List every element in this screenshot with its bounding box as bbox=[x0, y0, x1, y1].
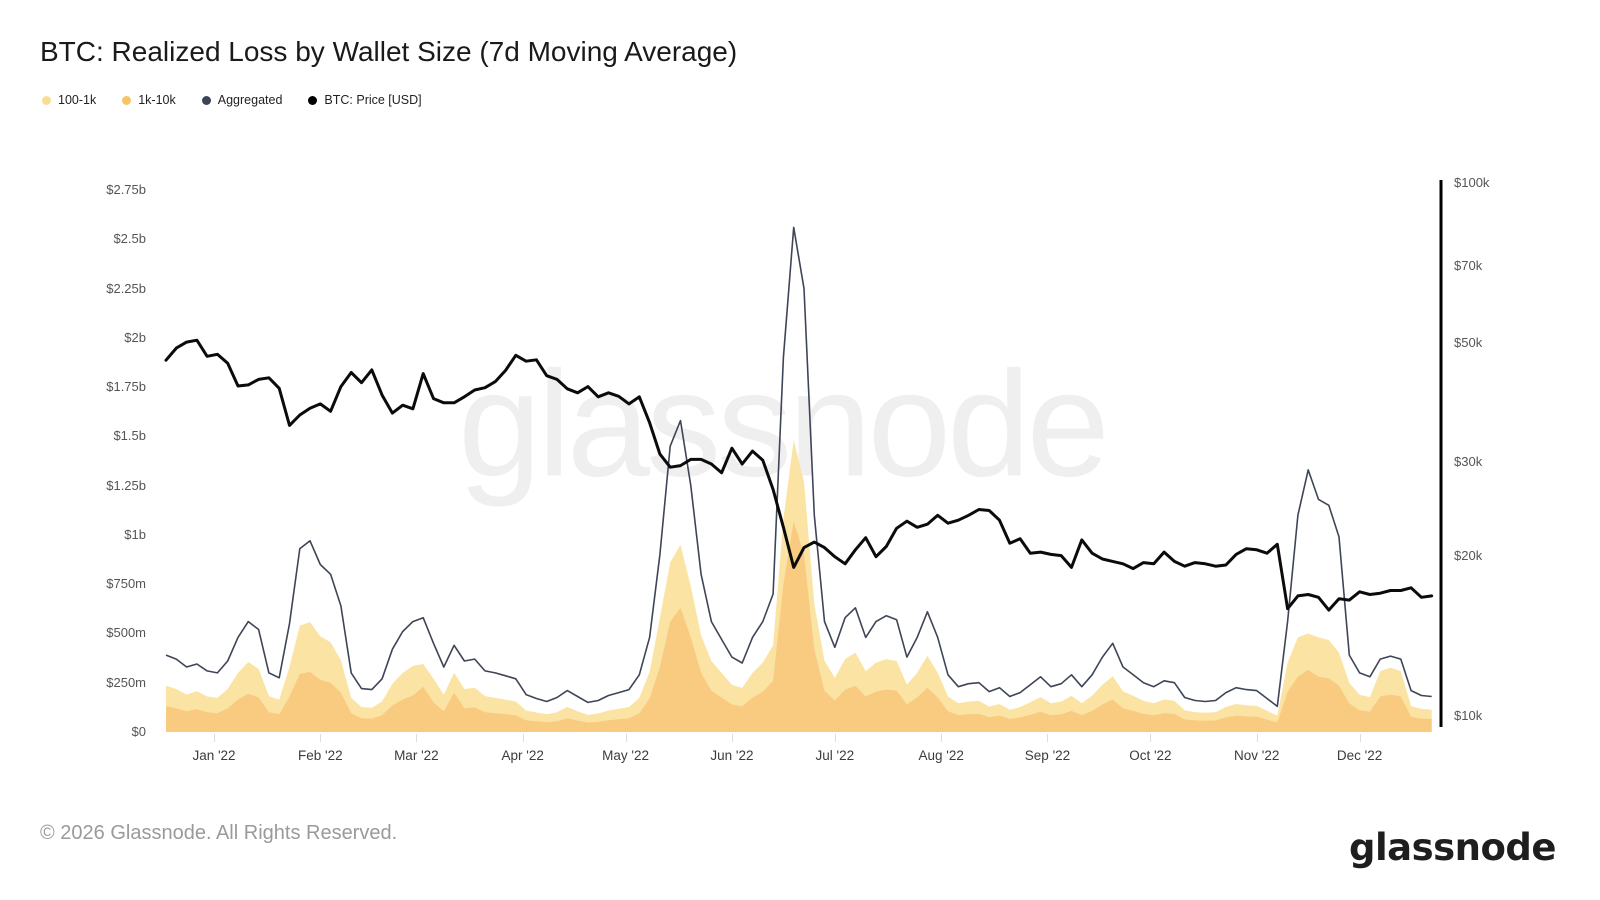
legend-item-btc-price[interactable]: BTC: Price [USD] bbox=[308, 93, 422, 107]
left-axis-tick-label: $500m bbox=[106, 625, 146, 641]
left-axis-tick-label: $1.75b bbox=[106, 379, 146, 395]
right-axis-tick-label: $10k bbox=[1454, 708, 1483, 723]
x-axis-month-label: Aug '22 bbox=[918, 748, 964, 763]
left-axis-tick-label: $2.25b bbox=[106, 280, 146, 296]
glassnode-logo: glassnode bbox=[1348, 826, 1557, 869]
x-axis-tick bbox=[834, 734, 836, 742]
left-axis-tick-label: $2.75b bbox=[106, 182, 146, 197]
copyright-text: © 2026 Glassnode. All Rights Reserved. bbox=[40, 822, 398, 844]
x-axis-tick bbox=[1150, 734, 1152, 742]
x-axis-tick bbox=[1256, 734, 1258, 742]
x-axis-month-label: May '22 bbox=[602, 748, 650, 763]
left-axis-tick-label: $1.25b bbox=[106, 477, 146, 493]
x-axis-month-label: Nov '22 bbox=[1234, 748, 1280, 763]
x-axis-month-label: Feb '22 bbox=[298, 748, 343, 763]
x-axis-month-label: Sep '22 bbox=[1024, 748, 1071, 763]
x-axis-month-label: Oct '22 bbox=[1129, 748, 1172, 763]
line-aggregated bbox=[165, 226, 1432, 708]
left-axis-tick-label: $2.5b bbox=[113, 231, 146, 247]
right-axis-tick-label: $30k bbox=[1454, 453, 1483, 469]
left-axis-tick-label: $250m bbox=[106, 674, 146, 690]
x-axis-tick bbox=[522, 734, 524, 742]
legend-item-1k-10k[interactable]: 1k-10k bbox=[122, 93, 176, 107]
legend-dot-100-1k bbox=[42, 95, 51, 105]
x-axis-tick bbox=[1359, 734, 1361, 742]
chart-legend: 100-1k 1k-10k Aggregated BTC: Price [USD] bbox=[42, 93, 422, 107]
legend-dot-btc-price bbox=[308, 95, 318, 105]
left-axis-tick-label: $1b bbox=[124, 526, 146, 542]
x-axis-tick bbox=[941, 734, 943, 742]
legend-item-aggregated[interactable]: Aggregated bbox=[201, 93, 283, 107]
legend-label-100-1k: 100-1k bbox=[58, 93, 97, 107]
legend-label-1k-10k: 1k-10k bbox=[138, 93, 176, 107]
left-axis-tick-label: $750m bbox=[106, 576, 146, 592]
x-axis-tick bbox=[1047, 734, 1049, 742]
x-axis-tick bbox=[625, 734, 627, 742]
legend-dot-1k-10k bbox=[122, 95, 132, 105]
x-axis-tick bbox=[320, 734, 322, 742]
legend-dot-aggregated bbox=[201, 95, 211, 105]
left-axis-tick-label: $2b bbox=[124, 329, 146, 345]
x-axis-month-label: Jan '22 bbox=[192, 748, 236, 763]
x-axis-month-label: Mar '22 bbox=[394, 748, 439, 763]
legend-label-aggregated: Aggregated bbox=[217, 93, 283, 107]
x-axis-tick bbox=[731, 734, 733, 742]
right-axis-tick-label: $50k bbox=[1454, 335, 1483, 351]
legend-label-btc-price: BTC: Price [USD] bbox=[324, 93, 422, 107]
x-axis-month-label: Jul '22 bbox=[815, 748, 855, 763]
area-1k-10k bbox=[166, 521, 1432, 732]
left-axis-tick-label: $1.5b bbox=[113, 428, 146, 444]
left-axis-tick-label: $0 bbox=[131, 724, 146, 739]
right-axis-tick-label: $70k bbox=[1454, 257, 1483, 273]
x-axis-tick bbox=[214, 734, 215, 742]
x-axis-month-label: Jun '22 bbox=[710, 748, 754, 763]
x-axis-month-label: Apr '22 bbox=[501, 748, 544, 763]
x-axis-month-label: Dec '22 bbox=[1336, 748, 1383, 763]
page-title: BTC: Realized Loss by Wallet Size (7d Mo… bbox=[40, 36, 738, 67]
line-btc-price bbox=[164, 338, 1434, 612]
legend-item-100-1k[interactable]: 100-1k bbox=[42, 93, 96, 107]
right-axis-tick-label: $20k bbox=[1454, 547, 1483, 563]
right-axis-tick-label: $100k bbox=[1454, 175, 1490, 190]
x-axis-tick bbox=[416, 734, 418, 742]
